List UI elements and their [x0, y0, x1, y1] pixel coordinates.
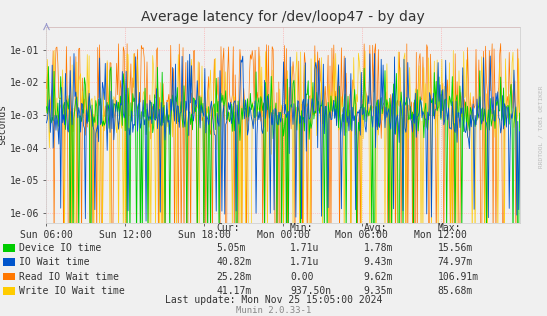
- Text: 85.68m: 85.68m: [438, 286, 473, 296]
- Text: Cur:: Cur:: [216, 223, 240, 233]
- Text: 15.56m: 15.56m: [438, 243, 473, 253]
- Text: 25.28m: 25.28m: [216, 271, 251, 282]
- Text: Last update: Mon Nov 25 15:05:00 2024: Last update: Mon Nov 25 15:05:00 2024: [165, 295, 382, 305]
- Text: Munin 2.0.33-1: Munin 2.0.33-1: [236, 307, 311, 315]
- Text: IO Wait time: IO Wait time: [19, 257, 90, 267]
- Text: 9.62m: 9.62m: [364, 271, 393, 282]
- Text: 9.35m: 9.35m: [364, 286, 393, 296]
- Text: 937.50n: 937.50n: [290, 286, 331, 296]
- Text: 1.78m: 1.78m: [364, 243, 393, 253]
- Text: 0.00: 0.00: [290, 271, 313, 282]
- Text: 106.91m: 106.91m: [438, 271, 479, 282]
- Text: RRDTOOL / TOBI OETIKER: RRDTOOL / TOBI OETIKER: [538, 85, 543, 168]
- Text: 9.43m: 9.43m: [364, 257, 393, 267]
- Text: 74.97m: 74.97m: [438, 257, 473, 267]
- Text: Max:: Max:: [438, 223, 461, 233]
- Text: Min:: Min:: [290, 223, 313, 233]
- Text: 5.05m: 5.05m: [216, 243, 246, 253]
- Text: 40.82m: 40.82m: [216, 257, 251, 267]
- Text: 41.17m: 41.17m: [216, 286, 251, 296]
- Text: 1.71u: 1.71u: [290, 243, 319, 253]
- Text: 1.71u: 1.71u: [290, 257, 319, 267]
- Text: Write IO Wait time: Write IO Wait time: [19, 286, 125, 296]
- Y-axis label: seconds: seconds: [0, 104, 7, 145]
- Title: Average latency for /dev/loop47 - by day: Average latency for /dev/loop47 - by day: [141, 10, 425, 24]
- Text: Avg:: Avg:: [364, 223, 387, 233]
- Text: Read IO Wait time: Read IO Wait time: [19, 271, 119, 282]
- Text: Device IO time: Device IO time: [19, 243, 101, 253]
